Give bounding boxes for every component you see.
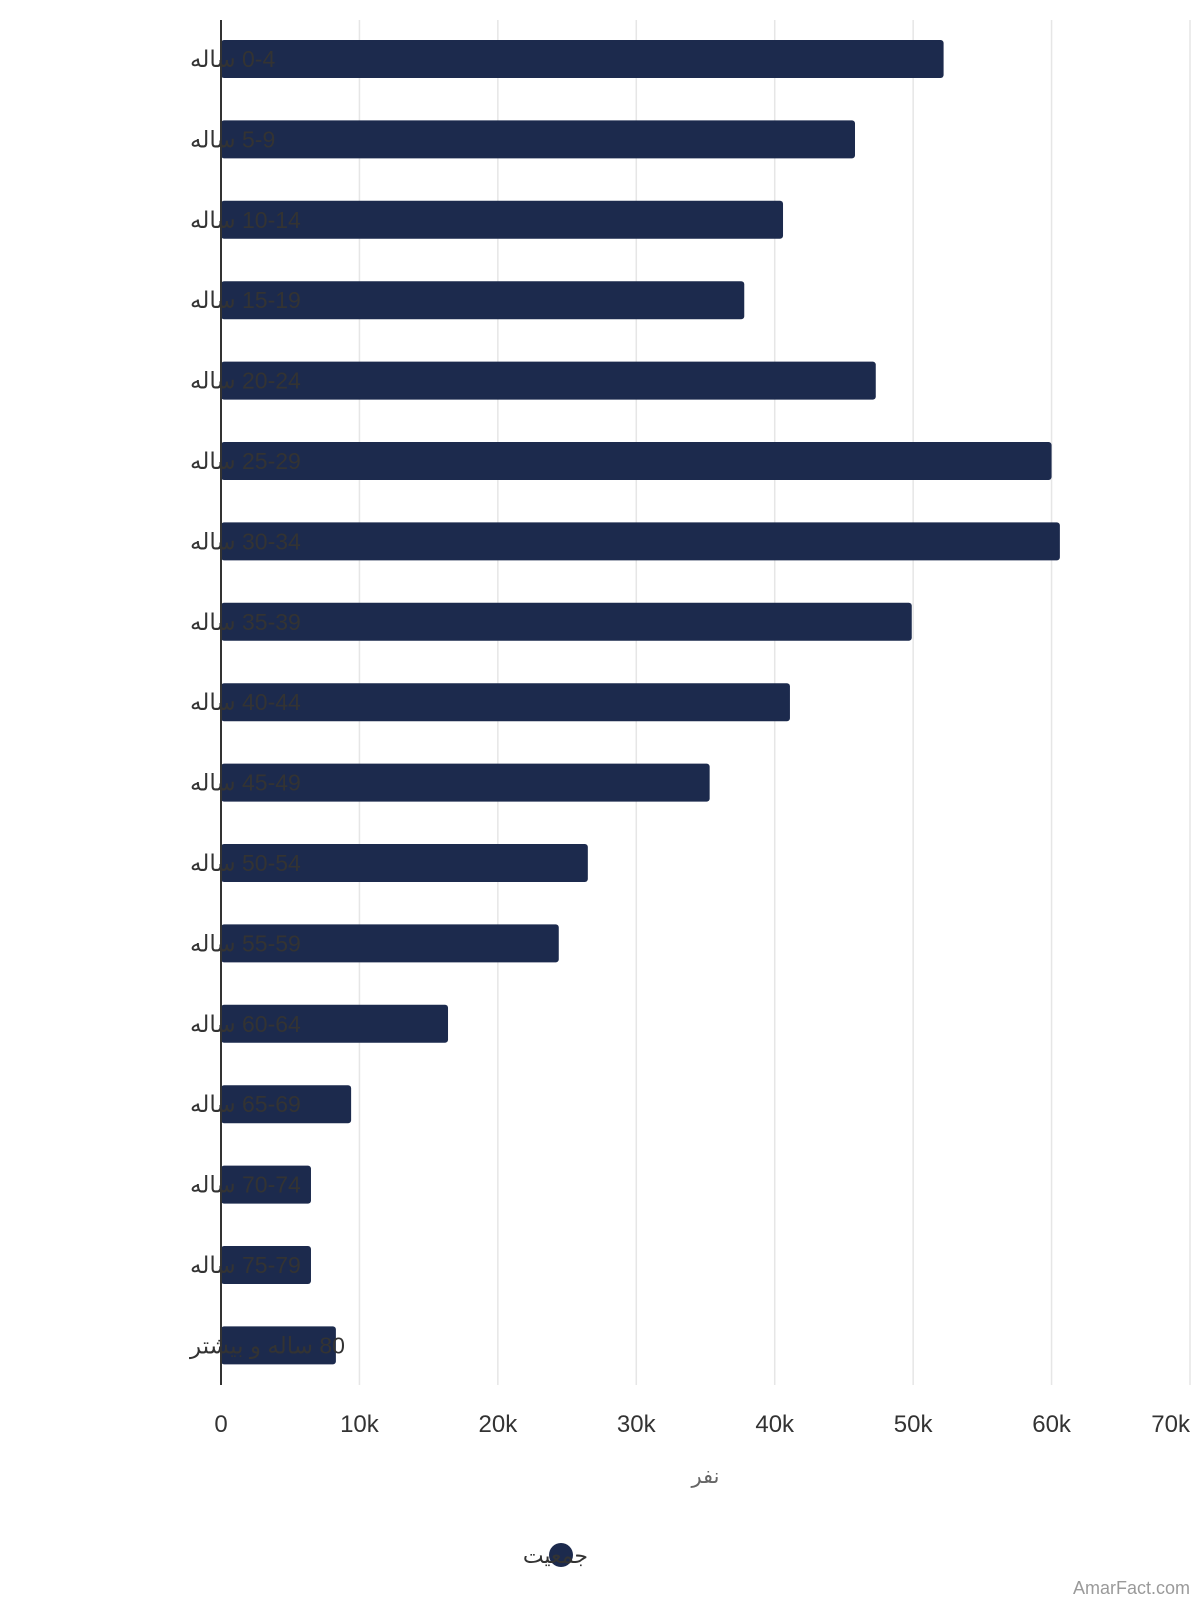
category-label: 25-29 ساله [190,448,301,474]
category-labels: 0-4 ساله 5-9 ساله 10-14 ساله 15-19 ساله 20-2… [189,46,345,1359]
bar[interactable] [221,200,784,239]
category-label: 60-64 ساله [190,1011,301,1037]
x-tick-label: 30k [617,1411,657,1438]
category-label: 70-74 ساله [190,1172,301,1198]
legend[interactable]: جمعیت [523,1543,588,1568]
x-tick-label: 70k [1151,1411,1191,1438]
category-label: 75-79 ساله [190,1252,301,1278]
x-tick-label: 10k [340,1411,380,1438]
x-tick-label: 50k [894,1411,934,1438]
bar[interactable] [221,40,944,78]
x-tick-label: 40k [755,1411,795,1438]
category-label: 0-4 ساله [190,46,275,72]
category-label: 55-59 ساله [190,930,301,956]
bar[interactable] [221,1326,336,1365]
bar[interactable] [221,1004,449,1043]
x-tick-label: 0 [214,1411,227,1438]
x-tick-label: 60k [1032,1411,1072,1438]
category-label: 35-39 ساله [190,609,301,635]
category-label: 20-24 ساله [190,368,301,394]
x-axis-title: نفر [690,1465,719,1488]
bar[interactable] [221,1085,352,1124]
category-label: 80 ساله و بیشتر [189,1332,345,1359]
bar[interactable] [221,1165,311,1204]
bar[interactable] [221,683,790,722]
bar[interactable] [221,1246,311,1284]
category-label: 50-54 ساله [190,850,301,876]
bar[interactable] [221,120,856,159]
watermark[interactable]: AmarFact.com [1073,1578,1190,1598]
bars [221,40,1060,1365]
category-label: 65-69 ساله [190,1091,301,1117]
bar[interactable] [221,361,876,400]
bar[interactable] [221,602,912,641]
category-label: 10-14 ساله [190,207,301,233]
category-label: 40-44 ساله [190,689,301,715]
bar[interactable] [221,924,559,963]
bar[interactable] [221,442,1052,480]
x-tick-label: 20k [479,1411,519,1438]
category-label: 30-34 ساله [190,528,301,554]
category-label: 15-19 ساله [190,287,301,313]
bar[interactable] [221,844,588,882]
x-tick-labels: 0 10k 20k 30k 40k 50k 60k 70k [214,1411,1191,1438]
bar[interactable] [221,281,745,320]
category-label: 45-49 ساله [190,770,301,796]
category-label: 5-9 ساله [190,126,275,152]
bar[interactable] [221,763,710,802]
legend-swatch-icon [549,1543,573,1567]
legend-label: جمعیت [523,1543,588,1568]
bar[interactable] [221,522,1060,561]
